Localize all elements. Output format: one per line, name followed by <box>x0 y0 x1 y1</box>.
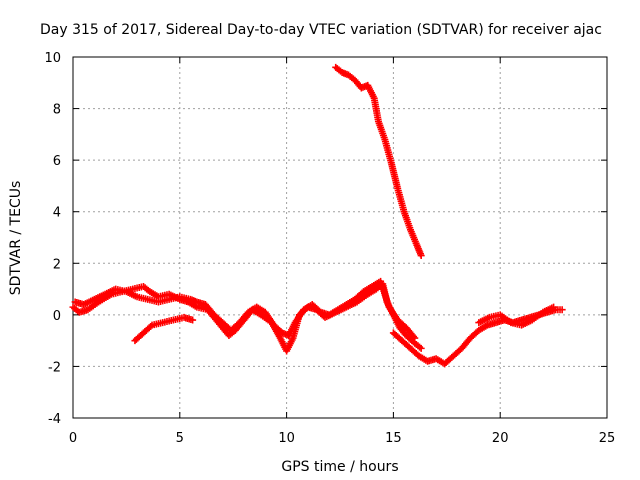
x-tick-label: 15 <box>385 431 402 446</box>
y-tick-label: -4 <box>48 412 61 427</box>
y-tick-label: 2 <box>53 257 61 272</box>
data-point <box>147 322 155 330</box>
chart-title: Day 315 of 2017, Sidereal Day-to-day VTE… <box>40 22 602 38</box>
y-axis-label: SDTVAR / TECUs <box>8 181 24 296</box>
x-tick-label: 20 <box>492 431 509 446</box>
tick-labels: 0 5 10 15 20 25 -4 -2 0 2 4 6 8 10 <box>44 51 615 446</box>
x-axis-label: GPS time / hours <box>281 459 398 475</box>
x-tick-label: 10 <box>278 431 295 446</box>
y-tick-label: 4 <box>53 206 61 221</box>
data-point <box>411 334 419 342</box>
y-tick-label: -2 <box>48 360 61 375</box>
ticks <box>72 56 608 419</box>
series-track-b <box>71 277 419 342</box>
grid <box>73 57 607 418</box>
x-tick-label: 5 <box>176 431 184 446</box>
y-tick-label: 10 <box>44 51 61 66</box>
data-point <box>189 316 197 324</box>
data-point <box>417 344 425 352</box>
data-point <box>417 252 425 260</box>
plot-border <box>72 56 608 419</box>
x-tick-label: 25 <box>599 431 616 446</box>
data-point <box>558 306 566 314</box>
data-point <box>410 333 418 341</box>
data-marks <box>69 63 566 368</box>
x-tick-label: 0 <box>69 431 77 446</box>
data-point <box>550 303 558 311</box>
y-tick-label: 8 <box>53 103 61 118</box>
series-track-e <box>475 303 558 329</box>
series-track-c <box>131 313 197 345</box>
series-track-f <box>332 63 425 260</box>
y-tick-label: 6 <box>53 154 61 169</box>
y-tick-label: 0 <box>53 309 61 324</box>
